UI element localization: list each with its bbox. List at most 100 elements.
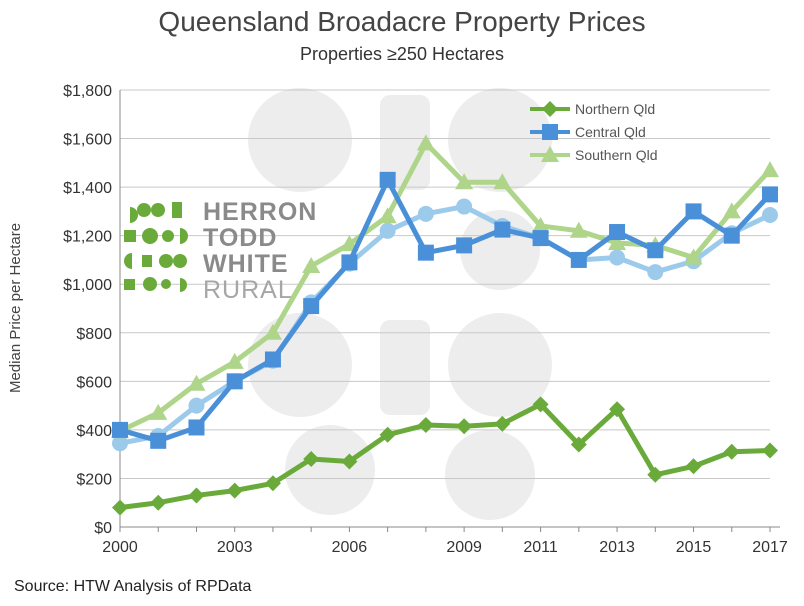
data-point xyxy=(112,499,128,516)
data-point xyxy=(188,487,205,504)
x-tick-label: 2006 xyxy=(332,539,368,556)
series-1 xyxy=(112,171,778,449)
y-tick-label: $0 xyxy=(94,520,112,537)
legend-marker xyxy=(541,146,559,162)
data-point xyxy=(302,257,321,274)
watermark xyxy=(248,88,552,520)
data-point xyxy=(762,207,778,224)
data-point xyxy=(609,249,626,266)
data-point xyxy=(378,207,397,224)
logo-mark xyxy=(124,202,188,292)
data-point xyxy=(341,254,358,271)
data-point xyxy=(456,198,473,215)
data-point xyxy=(226,373,243,390)
legend: Northern Qld Central Qld Southern Qld xyxy=(530,101,658,163)
data-point xyxy=(379,426,396,443)
data-point xyxy=(761,161,779,178)
logo-line-3: WHITE xyxy=(203,250,289,278)
data-point xyxy=(188,419,205,436)
gridlines xyxy=(120,89,770,528)
data-point xyxy=(303,451,320,468)
x-tick-label: 2009 xyxy=(446,539,482,556)
data-point xyxy=(532,230,549,247)
y-tick-label: $800 xyxy=(76,326,112,343)
data-point xyxy=(609,401,626,418)
y-tick-label: $1,000 xyxy=(63,277,112,294)
logo-line-2: TODD xyxy=(203,224,277,252)
htw-logo: HERRON TODD WHITE RURAL xyxy=(124,198,317,304)
axes xyxy=(119,90,780,532)
data-point xyxy=(569,221,588,238)
logo-line-4: RURAL xyxy=(203,276,293,304)
y-tick-label: $1,200 xyxy=(63,229,112,246)
y-tick-labels: $0 $200 $400 $600 $800 $1,000 $1,200 $1,400 $1,6… xyxy=(63,83,112,537)
data-point xyxy=(112,421,128,438)
data-point xyxy=(417,417,434,434)
y-axis-label: Median Price per Hectare xyxy=(7,223,24,393)
legend-marker xyxy=(542,124,558,140)
data-point xyxy=(722,202,741,219)
data-point xyxy=(570,251,587,268)
data-point xyxy=(684,248,703,265)
legend-label: Central Qld xyxy=(575,124,646,140)
chart-title: Queensland Broadacre Property Prices xyxy=(158,6,646,37)
data-point xyxy=(723,443,740,460)
data-point xyxy=(723,227,740,244)
data-point xyxy=(417,205,434,222)
data-point xyxy=(264,351,281,368)
data-point xyxy=(187,374,206,391)
data-point xyxy=(493,173,512,190)
data-point xyxy=(112,435,128,452)
data-point xyxy=(685,458,702,475)
y-tick-label: $400 xyxy=(76,423,112,440)
series-line xyxy=(119,401,771,511)
data-point xyxy=(647,466,664,483)
y-tick-label: $1,800 xyxy=(63,83,112,100)
y-tick-label: $600 xyxy=(76,374,112,391)
data-point xyxy=(263,323,282,340)
data-point xyxy=(647,264,664,281)
legend-marker xyxy=(542,101,558,117)
logo-line-1: HERRON xyxy=(203,198,317,226)
data-point xyxy=(647,242,664,259)
x-tick-label: 2003 xyxy=(217,539,253,556)
data-point xyxy=(570,436,587,453)
legend-label: Southern Qld xyxy=(575,147,658,163)
x-tick-label: 2000 xyxy=(102,539,138,556)
data-point xyxy=(150,432,167,449)
chart-subtitle: Properties ≥250 Hectares xyxy=(300,44,504,64)
data-point xyxy=(188,397,205,414)
data-point xyxy=(341,453,358,470)
data-point xyxy=(608,233,627,250)
data-point xyxy=(532,396,549,413)
data-point xyxy=(685,203,702,220)
data-point xyxy=(379,171,396,188)
data-point xyxy=(303,298,320,315)
series-0 xyxy=(112,396,778,516)
data-point xyxy=(456,237,473,254)
x-tick-label: 2013 xyxy=(599,539,635,556)
data-point xyxy=(417,244,434,261)
y-tick-label: $1,400 xyxy=(63,180,112,197)
x-tick-label: 2015 xyxy=(676,539,712,556)
data-point xyxy=(455,173,474,190)
x-tick-label: 2011 xyxy=(523,539,558,556)
data-point xyxy=(416,134,435,151)
data-point xyxy=(225,352,244,369)
data-point xyxy=(264,475,281,492)
data-point xyxy=(226,482,243,499)
y-tick-label: $1,600 xyxy=(63,132,112,149)
data-point xyxy=(762,442,778,459)
data-point xyxy=(762,186,778,203)
data-point xyxy=(150,494,167,511)
series-layer xyxy=(111,134,779,516)
data-point xyxy=(609,224,626,241)
data-point xyxy=(379,222,396,239)
data-point xyxy=(456,418,473,435)
y-tick-label: $200 xyxy=(76,471,112,488)
legend-label: Northern Qld xyxy=(575,101,655,117)
source-note: Source: HTW Analysis of RPData xyxy=(14,578,252,595)
data-point xyxy=(494,221,511,238)
data-point xyxy=(149,403,168,420)
